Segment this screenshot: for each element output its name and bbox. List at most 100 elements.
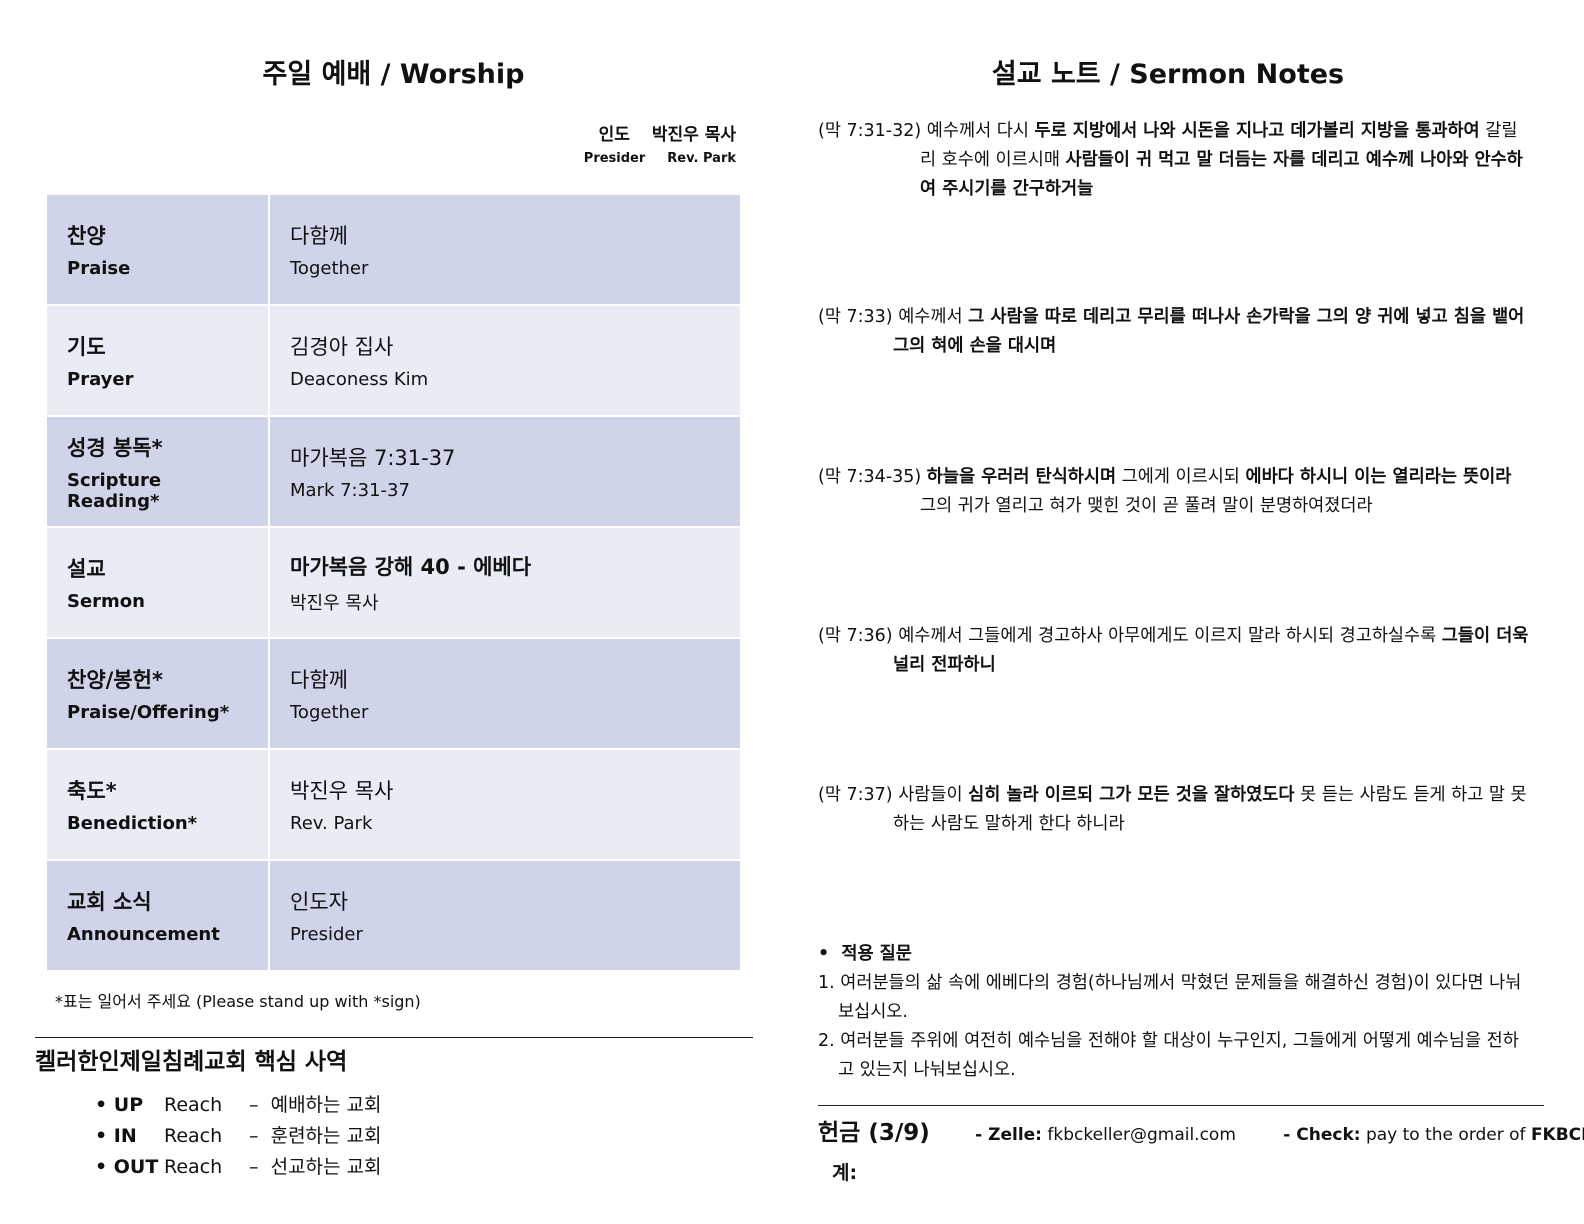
- verse-text: 그에게 이르시되: [1116, 467, 1246, 487]
- verse-text: 그의 귀가 열리고 혀가 맺힌 것이 곧 풀려 말이 분명하여졌더라: [920, 496, 1373, 516]
- zelle-label: - Zelle:: [975, 1125, 1042, 1145]
- leader-cell: 박진우 목사 Rev. Park: [268, 748, 742, 861]
- sermon-notes-title: 설교 노트 / Sermon Notes: [991, 59, 1345, 90]
- ministry-title: 켈러한인제일침례교회 핵심 사역: [35, 1049, 348, 1075]
- question-item: 1. 여러분들의 삶 속에 에베다의 경험(하나님께서 막혔던 문제들을 해결하…: [818, 973, 1522, 1022]
- leader-ko: 마가복음 강해 40 - 에베다: [290, 554, 532, 579]
- presider-name-en: Rev. Park: [667, 151, 736, 166]
- divider: [35, 1037, 753, 1038]
- item-cell: 교회 소식 Announcement: [45, 859, 270, 972]
- verse-reference: (막 7:33): [818, 307, 893, 327]
- item-ko: 교회 소식: [67, 890, 152, 914]
- ministry-reach: Reach: [164, 1125, 223, 1147]
- item-ko: 기도: [67, 335, 106, 359]
- verse-text: 그 사람을 따로 데리고 무리를 떠나사 손가락을 그의 양 귀에 넣고 침을 …: [893, 307, 1525, 356]
- item-en: Praise: [67, 258, 131, 279]
- verse-text: 사람들이: [892, 785, 969, 805]
- leader-en: Deaconess Kim: [290, 369, 429, 390]
- ministry-reach: Reach: [164, 1156, 223, 1178]
- item-en: Scripture Reading*: [67, 469, 162, 512]
- verse-text: 예수께서: [892, 307, 969, 327]
- check-payee: FKBCK: [1530, 1125, 1584, 1145]
- leader-en: Presider: [290, 924, 363, 945]
- leader-ko: 다함께: [290, 668, 348, 692]
- leader-ko: 김경아 집사: [290, 335, 394, 359]
- item-ko: 설교: [67, 557, 106, 581]
- leader-ko: 박진우 목사: [290, 779, 394, 803]
- verse-text: 예수께서 그들에게 경고하사 아무에게도 이르지 말라 하시되 경고하실수록: [892, 626, 1442, 646]
- leader-en: Rev. Park: [290, 813, 373, 834]
- presider-label-ko: 인도: [598, 125, 630, 145]
- leader-ko: 인도자: [290, 890, 348, 914]
- ministry-item: • IN Reach – 훈련하는 교회: [95, 1121, 382, 1152]
- leader-cell: 다함께 Together: [268, 193, 742, 306]
- item-ko: 찬양/봉헌*: [67, 668, 163, 692]
- verse-text: 두로 지방에서 나와 시돈을 지나고 데가볼리 지방을 통과하여: [1034, 121, 1480, 141]
- application-questions: • 적용 질문 1. 여러분들의 삶 속에 에베다의 경험(하나님께서 막혔던 …: [818, 940, 1530, 1085]
- offering-line: 헌금 (3/9) - Zelle: fkbckeller@gmail.com -…: [818, 1113, 1584, 1147]
- ministry-list: • UP Reach – 예배하는 교회 • IN Reach – 훈련하는 교회 • OU…: [95, 1090, 382, 1183]
- verse-reference: (막 7:36): [818, 626, 893, 646]
- ministry-dash: –: [249, 1125, 259, 1147]
- item-en: Sermon: [67, 591, 145, 612]
- ministry-desc: 예배하는 교회: [270, 1094, 382, 1116]
- ministry-reach: Reach: [164, 1094, 223, 1116]
- verse-text: 그들이 더욱 널리 전파하니: [893, 626, 1529, 675]
- ministry-dash: –: [249, 1156, 259, 1178]
- leader-en: 박진우 목사: [290, 592, 379, 614]
- verse: (막 7:31-32) 예수께서 다시 두로 지방에서 나와 시돈을 지나고 데…: [818, 117, 1530, 204]
- item-ko: 찬양: [67, 224, 106, 248]
- item-ko: 축도*: [67, 779, 117, 803]
- item-cell: 성경 봉독* Scripture Reading*: [45, 415, 270, 528]
- application-heading-text: 적용 질문: [841, 944, 912, 964]
- ministry-tag: • UP: [95, 1094, 144, 1116]
- question-item: 2. 여러분들 주위에 여전히 예수님을 전해야 할 대상이 누구인지, 그들에…: [818, 1031, 1519, 1080]
- item-en: Benediction*: [67, 813, 198, 834]
- leader-en: Together: [290, 258, 369, 279]
- item-cell: 찬양/봉헌* Praise/Offering*: [45, 637, 270, 750]
- verse: (막 7:34-35) 하늘을 우러러 탄식하시며 그에게 이르시되 에바다 하…: [818, 463, 1530, 521]
- presider-label-en: Presider: [583, 151, 646, 166]
- stand-note: *표는 일어서 주세요 (Please stand up with *sign): [55, 992, 421, 1011]
- verse-reference: (막 7:31-32): [818, 121, 922, 141]
- verse: (막 7:36) 예수께서 그들에게 경고하사 아무에게도 이르지 말라 하시되…: [818, 622, 1530, 680]
- item-cell: 축도* Benediction*: [45, 748, 270, 861]
- leader-cell: 김경아 집사 Deaconess Kim: [268, 304, 742, 417]
- offering-total-label: 계:: [832, 1162, 858, 1184]
- item-cell: 기도 Prayer: [45, 304, 270, 417]
- worship-row: 교회 소식 Announcement 인도자 Presider: [45, 859, 742, 972]
- item-cell: 설교 Sermon: [45, 526, 270, 639]
- ministry-item: • UP Reach – 예배하는 교회: [95, 1090, 382, 1121]
- verse-text: 예수께서 다시: [921, 121, 1035, 141]
- ministry-dash: –: [249, 1094, 259, 1116]
- verse-reference: (막 7:37): [818, 785, 893, 805]
- item-cell: 찬양 Praise: [45, 193, 270, 306]
- check-instruction: pay to the order of: [1360, 1125, 1531, 1145]
- verse: (막 7:33) 예수께서 그 사람을 따로 데리고 무리를 떠나사 손가락을 …: [818, 303, 1530, 361]
- divider: [818, 1105, 1544, 1106]
- leader-en: Together: [290, 702, 369, 723]
- worship-row: 기도 Prayer 김경아 집사 Deaconess Kim: [45, 304, 742, 417]
- ministry-desc: 훈련하는 교회: [270, 1125, 382, 1147]
- worship-row: 성경 봉독* Scripture Reading* 마가복음 7:31-37 Mar…: [45, 415, 742, 528]
- verse-text: 에바다 하시니 이는 열리라는 뜻이라: [1245, 467, 1512, 487]
- verse-text: 하늘을 우러러 탄식하시며: [926, 467, 1117, 487]
- ministry-tag: • IN: [95, 1125, 137, 1147]
- ministry-desc: 선교하는 교회: [270, 1156, 382, 1178]
- leader-ko: 다함께: [290, 224, 348, 248]
- check-label: - Check:: [1283, 1125, 1361, 1145]
- worship-title: 주일 예배 / Worship: [262, 59, 525, 90]
- item-en: Prayer: [67, 369, 134, 390]
- verse-reference: (막 7:34-35): [818, 467, 922, 487]
- worship-row: 찬양 Praise 다함께 Together: [45, 193, 742, 306]
- leader-cell: 다함께 Together: [268, 637, 742, 750]
- zelle-email: fkbckeller@gmail.com: [1042, 1125, 1236, 1145]
- worship-row: 찬양/봉헌* Praise/Offering* 다함께 Together: [45, 637, 742, 750]
- presider-info: 인도 박진우 목사 Presider Rev. Park: [562, 120, 736, 166]
- offering-title: 헌금 (3/9): [818, 1120, 930, 1146]
- application-heading: • 적용 질문: [818, 944, 912, 964]
- verse-text: 심히 놀라 이르되 그가 모든 것을 잘하였도다: [968, 785, 1295, 805]
- worship-row: 축도* Benediction* 박진우 목사 Rev. Park: [45, 748, 742, 861]
